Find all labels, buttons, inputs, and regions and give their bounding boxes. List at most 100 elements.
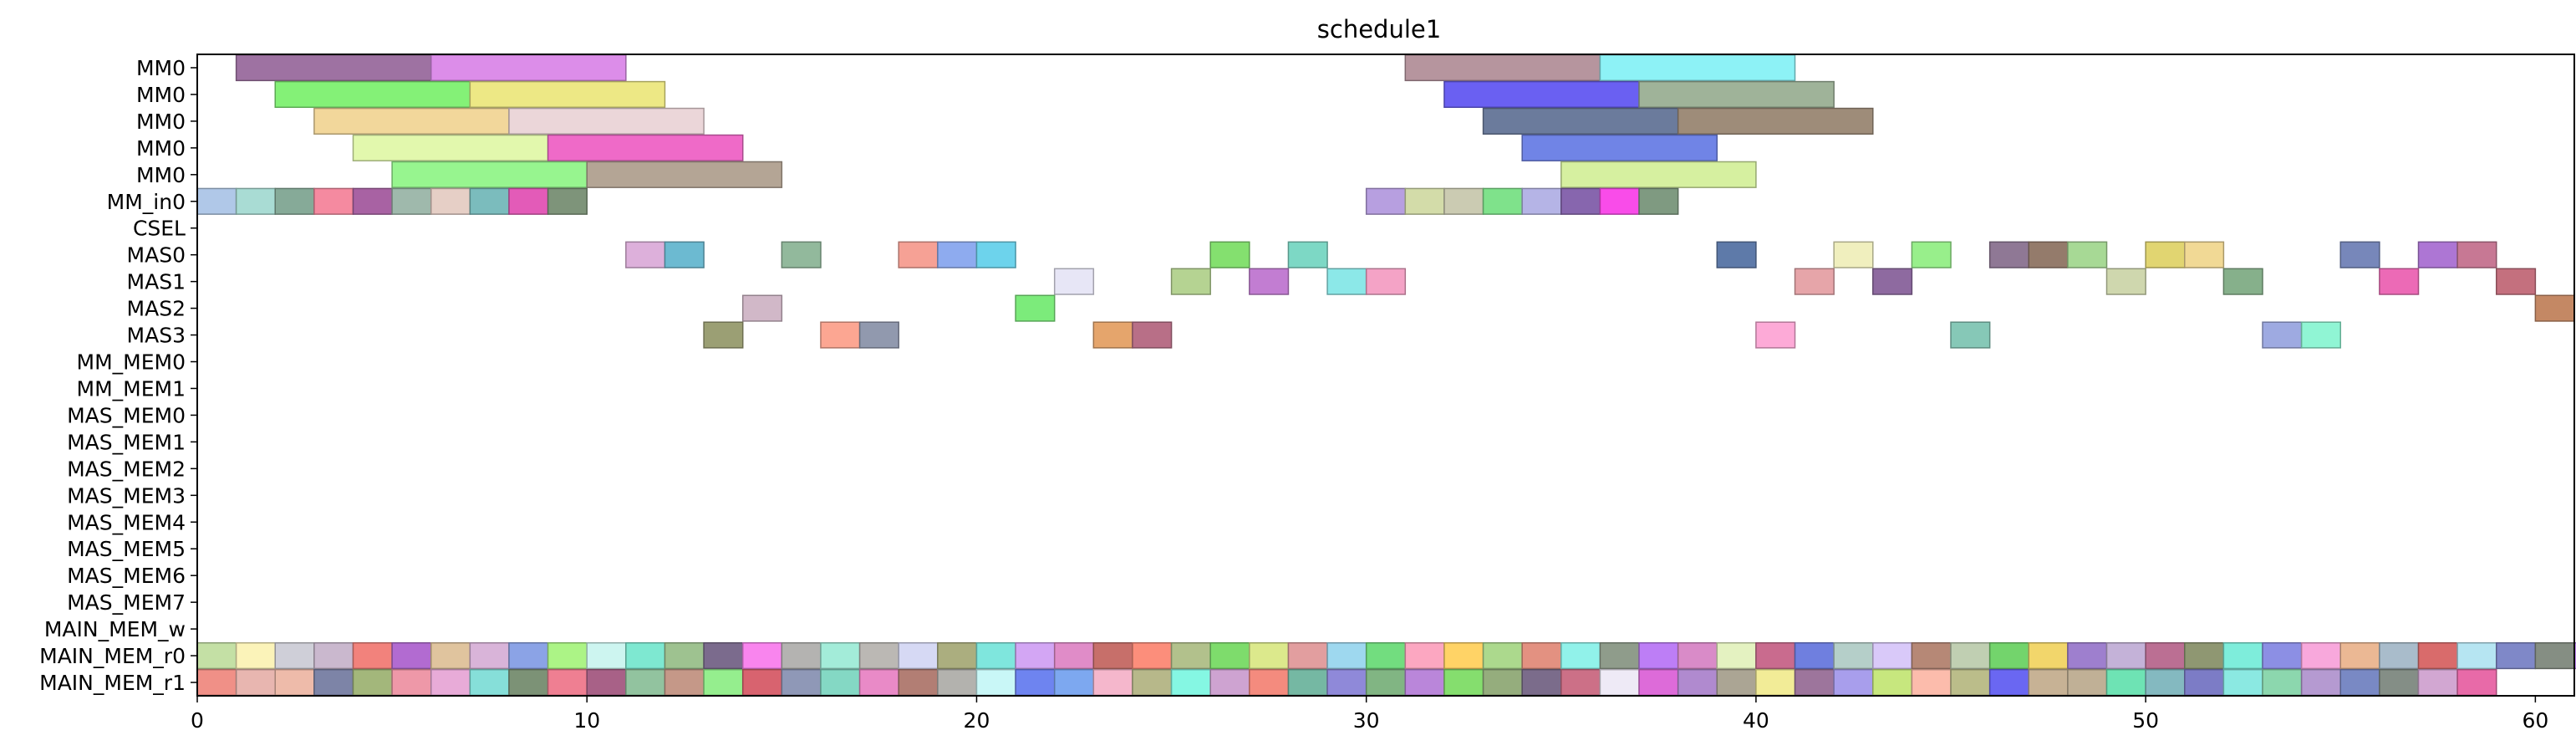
y-tick-label: MAS1 [127, 270, 186, 294]
main-mem-r1-bar [1326, 668, 1367, 697]
main-mem-r0-bar [858, 641, 899, 670]
task-bar [1287, 241, 1328, 268]
task-bar [1599, 187, 1640, 215]
main-mem-r0-bar [586, 641, 627, 670]
task-bar [741, 294, 783, 322]
main-mem-r0-bar [1170, 641, 1211, 670]
main-mem-r1-bar [975, 668, 1016, 697]
task-bar [2184, 241, 2225, 268]
main-mem-r1-bar [1872, 668, 1913, 697]
x-tick-label: 30 [1353, 708, 1380, 733]
y-tick-label: MAIN_MEM_r0 [39, 644, 186, 668]
main-mem-r0-bar [2067, 641, 2108, 670]
main-mem-r1-bar [1249, 668, 1290, 697]
main-mem-r1-bar [2417, 668, 2458, 697]
y-tick-label: MAS_MEM5 [67, 537, 186, 561]
task-bar [820, 321, 861, 349]
task-bar [2339, 241, 2380, 268]
task-bar [1365, 187, 1407, 215]
task-bar [274, 80, 471, 109]
main-mem-r1-bar [2184, 668, 2225, 697]
task-bar [391, 187, 432, 215]
main-mem-r1-bar [469, 668, 510, 697]
main-mem-r1-bar [391, 668, 432, 697]
main-mem-r1-bar [898, 668, 939, 697]
task-bar [1716, 241, 1757, 268]
task-bar [1521, 187, 1562, 215]
main-mem-r1-bar [2222, 668, 2263, 697]
task-bar [1092, 321, 1133, 349]
main-mem-r0-bar [2417, 641, 2458, 670]
task-bar [1599, 54, 1796, 82]
y-tick-label: MAIN_MEM_r1 [39, 671, 186, 695]
task-bar [2534, 294, 2575, 322]
task-bar [508, 107, 705, 135]
main-mem-r0-bar [1132, 641, 1173, 670]
main-mem-r1-bar [1053, 668, 1095, 697]
main-mem-r0-bar [1053, 641, 1095, 670]
x-tick-label: 60 [2522, 708, 2548, 733]
main-mem-r1-bar [313, 668, 354, 697]
y-axis: MM0MM0MM0MM0MM0MM_in0CSELMAS0MAS1MAS2MAS… [39, 56, 197, 695]
main-mem-r0-bar [2496, 641, 2537, 670]
task-bar [1833, 241, 1874, 268]
y-tick-label: MAIN_MEM_w [44, 617, 186, 641]
main-mem-r0-bar [1638, 641, 1679, 670]
main-mem-r1-bar [1716, 668, 1757, 697]
task-bar [703, 321, 744, 349]
main-mem-r1-bar [1170, 668, 1211, 697]
task-bar [1170, 268, 1211, 295]
y-tick-label: MAS0 [127, 243, 186, 268]
main-mem-r1-bar [1092, 668, 1133, 697]
main-mem-r0-bar [547, 641, 588, 670]
main-mem-r1-bar [352, 668, 393, 697]
task-bar [1326, 268, 1367, 295]
main-mem-r1-bar [1443, 668, 1484, 697]
main-mem-r1-bar [820, 668, 861, 697]
task-bar [1404, 54, 1601, 82]
main-mem-r1-bar [196, 668, 237, 697]
main-mem-r0-bar [898, 641, 939, 670]
task-bar [1249, 268, 1290, 295]
main-mem-r1-bar [1755, 668, 1796, 697]
main-mem-r1-bar [1404, 668, 1445, 697]
task-bar [1521, 134, 1718, 161]
task-bar [352, 187, 393, 215]
task-bar [1443, 187, 1484, 215]
task-bar [2379, 268, 2420, 295]
main-mem-r1-bar [664, 668, 705, 697]
main-mem-r1-bar [937, 668, 978, 697]
x-axis: 0 10 20 30 40 50 60 [191, 696, 2548, 733]
task-bar [2145, 241, 2186, 268]
y-tick-label: MAS_MEM6 [67, 564, 186, 588]
main-mem-r1-bar [1794, 668, 1835, 697]
main-mem-r1-bar [2105, 668, 2146, 697]
main-mem-r0-bar [1015, 641, 1056, 670]
main-mem-r0-bar [2105, 641, 2146, 670]
task-bar [1677, 107, 1874, 135]
y-tick-label: MAS_MEM7 [67, 590, 186, 615]
main-mem-r0-bar [2300, 641, 2342, 670]
main-mem-r0-bar [2379, 641, 2420, 670]
task-bar [2222, 268, 2263, 295]
y-tick-label: MAS_MEM2 [67, 457, 186, 481]
main-mem-r0-bar [1872, 641, 1913, 670]
plot-frame [196, 54, 2575, 697]
task-bar [235, 187, 276, 215]
task-bar [2105, 268, 2146, 295]
main-mem-r0-bar [391, 641, 432, 670]
main-mem-r1-bar [1209, 668, 1250, 697]
task-bar [586, 161, 783, 188]
main-mem-r1-bar [703, 668, 744, 697]
main-mem-r1-bar [1950, 668, 1991, 697]
y-tick-label: MM0 [136, 136, 186, 161]
bars-layer [196, 54, 2576, 697]
task-bar [1872, 268, 1913, 295]
task-bar [1365, 268, 1407, 295]
main-mem-r0-bar [313, 641, 354, 670]
task-bar [235, 54, 432, 82]
task-bar [2028, 241, 2069, 268]
main-mem-r0-bar [235, 641, 276, 670]
task-bar [430, 187, 471, 215]
